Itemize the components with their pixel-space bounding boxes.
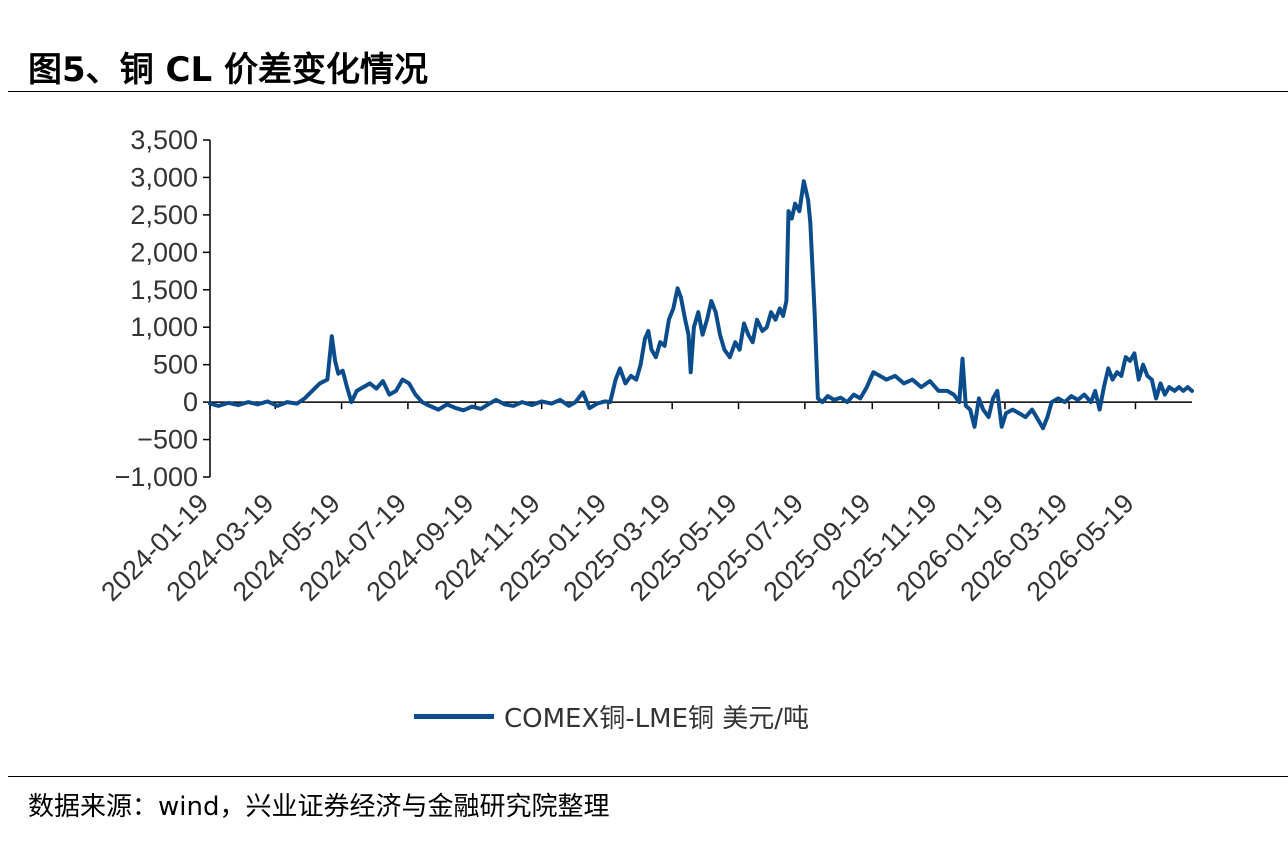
title-divider [8,91,1288,92]
source-note: 数据来源：wind，兴业证券经济与金融研究院整理 [28,792,610,822]
line-chart: −1,000 −500 0 500 1,000 1,500 2,000 2,500 3,000 3… [95,125,1194,607]
legend-swatch [414,714,494,719]
y-tick-label: 1,500 [130,275,198,305]
series-line [208,179,1194,431]
y-tick-label: 2,500 [130,200,198,230]
y-tick-label: 2,000 [130,237,198,267]
y-tick-label: 0 [183,387,198,417]
legend-label: COMEX铜-LME铜 美元/吨 [504,704,810,734]
y-tick-label: −1,000 [115,462,198,492]
y-tick-label: 1,000 [130,312,198,342]
y-tick-label: −500 [137,425,198,455]
y-tick-label: 3,500 [130,125,198,155]
source-divider [8,776,1288,777]
figure-title: 图5、铜 CL 价差变化情况 [28,50,428,90]
y-tick-label: 500 [153,350,198,380]
y-tick-label: 3,000 [130,162,198,192]
chart-legend: COMEX铜-LME铜 美元/吨 [414,698,809,735]
